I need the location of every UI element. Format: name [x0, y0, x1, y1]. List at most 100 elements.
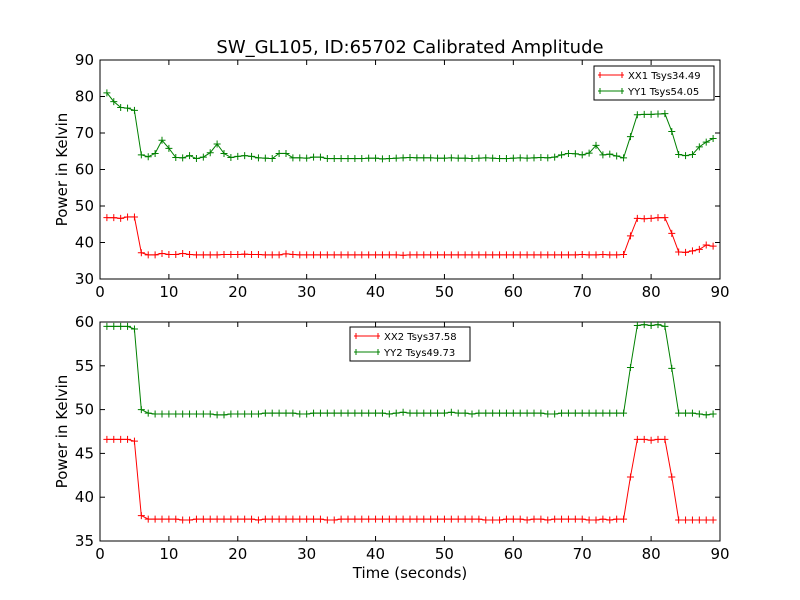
data-point [661, 435, 669, 443]
data-point [358, 251, 366, 259]
data-point [427, 251, 435, 259]
data-point [385, 515, 393, 523]
data-point [434, 409, 442, 417]
data-point [172, 153, 180, 161]
data-point [709, 410, 717, 418]
data-point [351, 515, 359, 523]
data-point [482, 516, 490, 524]
x-tick-label: 10 [159, 545, 178, 563]
data-point [206, 410, 214, 418]
data-point [144, 251, 152, 259]
data-point [647, 436, 655, 444]
data-point [241, 515, 249, 523]
data-point [682, 409, 690, 417]
data-point [516, 251, 524, 259]
data-point [544, 251, 552, 259]
data-point [475, 251, 483, 259]
data-point [103, 322, 111, 330]
data-point [434, 154, 442, 162]
data-point [675, 516, 683, 524]
data-point [420, 251, 428, 259]
data-point [564, 251, 572, 259]
data-point [434, 515, 442, 523]
data-point [227, 515, 235, 523]
x-tick-label: 60 [504, 545, 523, 563]
data-point [241, 410, 249, 418]
data-point [296, 515, 304, 523]
data-point [668, 364, 676, 372]
y-axis-label: Power in Kelvin [53, 375, 71, 489]
data-point [358, 515, 366, 523]
data-point [179, 516, 187, 524]
data-point [192, 410, 200, 418]
data-point [337, 155, 345, 163]
data-point [695, 245, 703, 253]
data-point [530, 251, 538, 259]
data-point [509, 515, 517, 523]
data-point [413, 154, 421, 162]
data-point [558, 151, 566, 159]
data-point [640, 435, 648, 443]
data-point [303, 251, 311, 259]
legend-label: YY1 Tsys54.05 [627, 87, 699, 98]
data-point [544, 154, 552, 162]
x-tick-label: 20 [228, 283, 247, 301]
data-point [613, 251, 621, 259]
data-point [151, 251, 159, 259]
data-point [385, 251, 393, 259]
data-point [206, 149, 214, 157]
data-point [117, 322, 125, 330]
data-point [661, 214, 669, 222]
data-point [530, 409, 538, 417]
data-point [468, 410, 476, 418]
axes-frame [99, 321, 721, 542]
legend-marker [355, 349, 379, 355]
data-point [130, 437, 138, 445]
data-point [261, 515, 269, 523]
data-point [344, 409, 352, 417]
data-point [571, 515, 579, 523]
data-point [144, 409, 152, 417]
data-point [468, 155, 476, 163]
x-tick-label: 10 [159, 283, 178, 301]
data-point [695, 143, 703, 151]
legend-label: YY2 Tsys49.73 [383, 348, 455, 359]
data-point [482, 251, 490, 259]
data-point [606, 516, 614, 524]
data-point [110, 322, 118, 330]
data-point [213, 411, 221, 419]
y-tick-label: 60 [75, 161, 94, 179]
data-point [289, 251, 297, 259]
data-point [406, 409, 414, 417]
data-point [537, 153, 545, 161]
data-point [620, 515, 628, 523]
x-tick-label: 20 [228, 545, 247, 563]
data-point [365, 515, 373, 523]
data-point [640, 215, 648, 223]
data-point [420, 515, 428, 523]
data-point [337, 251, 345, 259]
data-point [268, 251, 276, 259]
data-point [220, 411, 228, 419]
data-point [702, 516, 710, 524]
data-point [675, 409, 683, 417]
data-point [254, 251, 262, 259]
data-point [261, 154, 269, 162]
data-point [640, 321, 648, 329]
data-point [275, 149, 283, 157]
data-point [626, 133, 634, 141]
data-point [640, 110, 648, 118]
data-point [254, 410, 262, 418]
data-point [709, 242, 717, 250]
data-point [516, 154, 524, 162]
data-point [275, 251, 283, 259]
data-point [654, 321, 662, 329]
data-point [475, 409, 483, 417]
data-point [530, 515, 538, 523]
data-point [647, 214, 655, 222]
data-point [461, 409, 469, 417]
data-point [316, 515, 324, 523]
data-point [186, 516, 194, 524]
chart-title: SW_GL105, ID:65702 Calibrated Amplitude [216, 37, 603, 58]
data-point [454, 409, 462, 417]
